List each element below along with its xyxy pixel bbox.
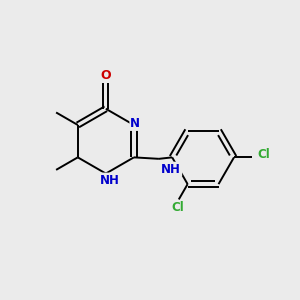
Text: N: N: [130, 117, 140, 130]
Text: Cl: Cl: [171, 201, 184, 214]
Text: O: O: [100, 69, 111, 82]
Text: Cl: Cl: [258, 148, 270, 161]
Text: NH: NH: [161, 163, 181, 176]
Text: NH: NH: [99, 173, 119, 187]
